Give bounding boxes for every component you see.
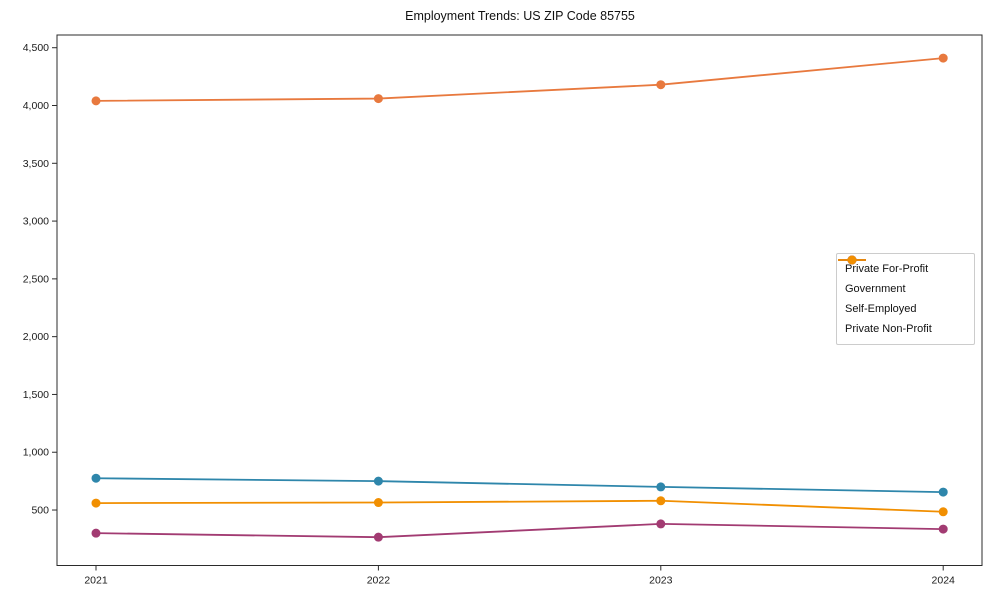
y-tick-label: 4,000 — [23, 100, 49, 112]
data-point-marker — [656, 482, 666, 492]
legend-item: Government — [838, 255, 966, 295]
series-line — [95, 57, 944, 102]
data-point-marker — [373, 94, 383, 104]
y-tick-label: 1,500 — [23, 389, 49, 401]
data-point-marker — [91, 96, 101, 106]
data-point-marker — [91, 528, 101, 538]
data-point-marker — [91, 498, 101, 508]
x-tick-label: 2024 — [932, 575, 956, 587]
series-line — [95, 522, 944, 539]
x-tick-label: 2022 — [367, 575, 391, 587]
legend-item: Self-Employed — [838, 255, 966, 315]
legend-label: Private Non-Profit — [845, 323, 932, 335]
y-tick-label: 2,500 — [23, 273, 49, 285]
data-point-marker — [938, 53, 948, 63]
legend-label: Private For-Profit — [845, 263, 929, 275]
series-line — [95, 499, 944, 513]
y-tick-label: 2,000 — [23, 331, 49, 343]
data-point-marker — [656, 496, 666, 506]
data-point-marker — [373, 476, 383, 486]
series-line — [95, 477, 944, 494]
chart-legend: Private For-Profit Government Self-Employe… — [836, 253, 975, 345]
y-tick-label: 3,000 — [23, 216, 49, 228]
data-point-marker — [91, 473, 101, 483]
data-point-marker — [373, 498, 383, 508]
data-point-marker — [938, 524, 948, 534]
y-tick-label: 1,000 — [23, 447, 49, 459]
y-tick-label: 3,500 — [23, 158, 49, 170]
data-point-marker — [656, 519, 666, 529]
legend-line-marker-icon — [838, 255, 866, 265]
legend-label: Self-Employed — [845, 303, 917, 315]
legend-label: Government — [845, 283, 906, 295]
x-tick-label: 2021 — [84, 575, 108, 587]
data-point-marker — [373, 532, 383, 542]
data-point-marker — [938, 507, 948, 517]
data-point-marker — [938, 487, 948, 497]
x-tick-label: 2023 — [649, 575, 673, 587]
data-point-marker — [656, 80, 666, 90]
plot-border — [56, 34, 983, 566]
y-tick-label: 4,500 — [23, 42, 49, 54]
chart-title: Employment Trends: US ZIP Code 85755 — [405, 9, 635, 23]
y-tick-label: 500 — [31, 505, 49, 517]
legend-item: Private Non-Profit — [838, 255, 966, 335]
